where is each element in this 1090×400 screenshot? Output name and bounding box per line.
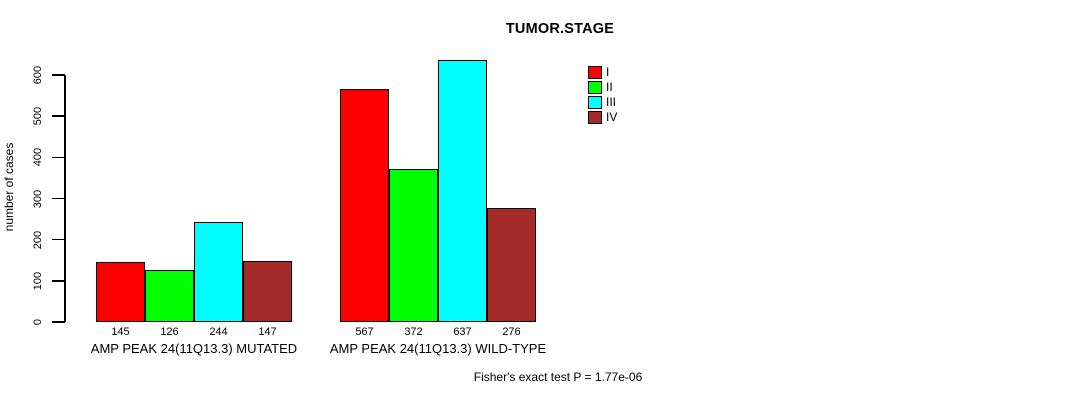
legend-swatch-III: [588, 96, 602, 109]
y-axis-tick-label-600: 600: [32, 65, 44, 85]
bar-value-group2-stage-I: 567: [355, 326, 374, 338]
y-axis-tick-label-0: 0: [32, 318, 44, 326]
legend-swatch-IV: [588, 111, 602, 124]
bar-group2-stage-I: [340, 88, 389, 322]
bar-group2-stage-II: [389, 168, 438, 322]
bar-group1-stage-III: [194, 221, 243, 322]
bar-value-group2-stage-III: 637: [453, 326, 472, 338]
bar-value-group2-stage-IV: 276: [502, 326, 521, 338]
y-axis-tick-label-400: 400: [32, 148, 44, 167]
y-axis-label: number of cases: [2, 142, 16, 232]
y-axis-tick-label-100: 100: [32, 271, 44, 291]
legend-label-II: II: [606, 80, 613, 94]
y-axis-tick-400: [52, 156, 65, 159]
bar-group1-stage-II: [145, 270, 194, 322]
bar-value-group1-stage-I: 145: [111, 326, 130, 338]
bar-group2-stage-III: [438, 59, 487, 322]
y-axis-tick-300: [52, 197, 65, 200]
group-label-1: AMP PEAK 24(11Q13.3) MUTATED: [90, 341, 298, 356]
bar-value-group1-stage-III: 244: [209, 326, 228, 338]
legend-label-I: I: [606, 65, 610, 79]
stat-annotation: Fisher's exact test P = 1.77e-06: [473, 370, 643, 384]
y-axis-tick-label-500: 500: [32, 106, 44, 126]
group-label-2: AMP PEAK 24(11Q13.3) WILD-TYPE: [329, 341, 547, 356]
bar-value-group1-stage-II: 126: [160, 326, 179, 338]
y-axis-tick-0: [52, 321, 65, 323]
y-axis-tick-label-200: 200: [32, 230, 44, 249]
y-axis-tick-label-300: 300: [32, 189, 44, 208]
y-axis-tick-100: [52, 280, 65, 282]
y-axis-tick-500: [52, 115, 65, 117]
legend-swatch-II: [588, 81, 602, 94]
bar-group1-stage-I: [96, 262, 145, 322]
legend-label-IV: IV: [606, 110, 618, 124]
chart-title: TUMOR.STAGE: [505, 21, 615, 37]
bar-value-group2-stage-II: 372: [404, 326, 423, 338]
bar-value-group1-stage-IV: 147: [258, 326, 277, 338]
legend-label-III: III: [606, 95, 617, 109]
bar-group2-stage-IV: [487, 208, 536, 322]
y-axis-tick-600: [52, 74, 65, 76]
y-axis-tick-200: [52, 238, 65, 241]
legend-swatch-I: [588, 66, 602, 79]
bar-group1-stage-IV: [243, 261, 292, 322]
